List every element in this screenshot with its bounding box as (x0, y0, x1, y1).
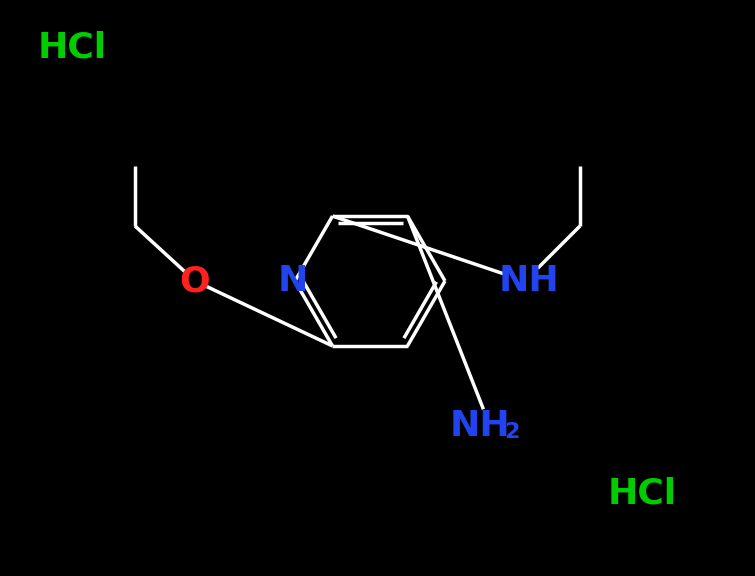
Text: HCl: HCl (608, 477, 677, 511)
Text: O: O (180, 264, 211, 298)
Text: N: N (278, 264, 308, 298)
Text: HCl: HCl (38, 31, 107, 65)
Text: NH: NH (450, 409, 510, 443)
Text: 2: 2 (504, 422, 519, 442)
Text: NH: NH (498, 264, 559, 298)
